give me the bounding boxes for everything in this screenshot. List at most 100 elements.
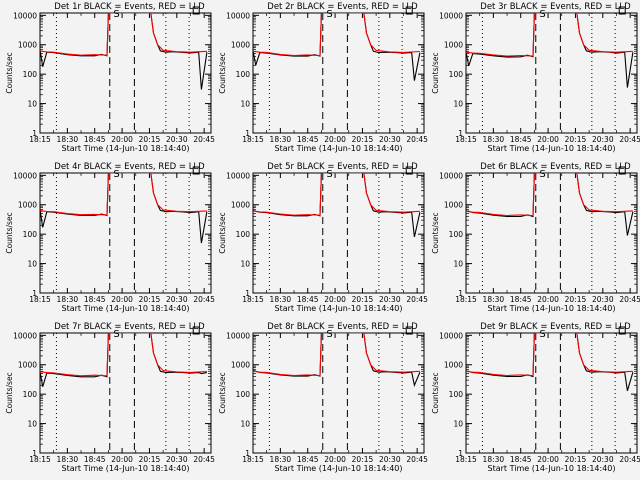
y-tick-label: 1000 bbox=[231, 201, 250, 210]
events-series-line bbox=[466, 173, 634, 236]
panel-title: Det 8r BLACK = Events, RED = LLD bbox=[267, 322, 418, 332]
attenuator-s-marker: S bbox=[326, 9, 332, 20]
events-series-line bbox=[40, 173, 208, 244]
events-series-line bbox=[253, 333, 421, 388]
x-tick-label: 20:30 bbox=[379, 455, 401, 464]
y-tick-label: 1 bbox=[245, 129, 250, 138]
x-tick-label: 20:00 bbox=[324, 135, 346, 144]
x-axis-label: Start Time (14-Jun-10 18:14:40) bbox=[275, 144, 403, 153]
x-tick-label: 20:00 bbox=[111, 455, 133, 464]
x-tick-label: 20:00 bbox=[324, 455, 346, 464]
lld-series-line bbox=[466, 173, 633, 217]
lld-series-line bbox=[253, 333, 420, 377]
x-tick-label: 20:15 bbox=[352, 295, 374, 304]
x-tick-label: 18:15 bbox=[455, 295, 477, 304]
x-tick-label: 18:30 bbox=[270, 455, 292, 464]
y-tick-label: 10 bbox=[27, 100, 37, 109]
x-tick-label: 20:45 bbox=[193, 135, 215, 144]
x-tick-label: 18:15 bbox=[455, 455, 477, 464]
x-tick-label: 18:45 bbox=[510, 135, 532, 144]
x-tick-label: 18:30 bbox=[483, 135, 505, 144]
attenuator-s-marker: S bbox=[539, 9, 545, 20]
y-tick-label: 1000 bbox=[18, 41, 37, 50]
x-tick-label: 20:30 bbox=[166, 135, 188, 144]
detector-panel: Det 1r BLACK = Events, RED = LLD Counts/s… bbox=[5, 2, 215, 153]
detector-panel: Det 8r BLACK = Events, RED = LLD Counts/s… bbox=[218, 322, 428, 473]
x-tick-label: 20:15 bbox=[352, 455, 374, 464]
x-tick-label: 18:30 bbox=[57, 455, 79, 464]
x-tick-label: 20:15 bbox=[139, 135, 161, 144]
x-tick-label: 20:00 bbox=[111, 295, 133, 304]
y-tick-label: 10000 bbox=[226, 171, 250, 180]
y-tick-label: 100 bbox=[449, 390, 464, 399]
x-tick-label: 20:30 bbox=[592, 135, 614, 144]
x-tick-label: 18:45 bbox=[84, 455, 106, 464]
panel-title: Det 1r BLACK = Events, RED = LLD bbox=[54, 2, 205, 12]
plot-frame bbox=[39, 332, 212, 454]
box-marker bbox=[405, 6, 413, 15]
plot-frame bbox=[252, 172, 425, 294]
x-tick-label: 20:45 bbox=[193, 295, 215, 304]
box-marker bbox=[192, 166, 200, 175]
attenuator-s-marker: S bbox=[326, 169, 332, 180]
events-series-line bbox=[40, 13, 208, 90]
x-tick-label: 20:15 bbox=[565, 295, 587, 304]
y-tick-label: 100 bbox=[23, 230, 38, 239]
y-axis-label: Counts/sec bbox=[5, 212, 14, 253]
y-axis-label: Counts/sec bbox=[218, 52, 227, 93]
plot-frame bbox=[465, 172, 638, 294]
y-tick-label: 10000 bbox=[439, 171, 463, 180]
y-tick-label: 10 bbox=[240, 420, 250, 429]
x-tick-label: 18:15 bbox=[455, 135, 477, 144]
x-tick-label: 20:30 bbox=[166, 455, 188, 464]
y-tick-label: 10000 bbox=[13, 171, 37, 180]
attenuator-s-marker: S bbox=[539, 329, 545, 340]
x-tick-label: 20:00 bbox=[537, 295, 559, 304]
y-tick-label: 10 bbox=[453, 420, 463, 429]
x-tick-label: 20:45 bbox=[406, 295, 428, 304]
x-tick-label: 20:45 bbox=[619, 135, 640, 144]
lld-series-line bbox=[40, 13, 207, 56]
events-series-line bbox=[253, 173, 421, 238]
y-axis-label: Counts/sec bbox=[431, 372, 440, 413]
x-tick-label: 20:45 bbox=[406, 135, 428, 144]
plot-frame bbox=[465, 12, 638, 134]
lld-series-line bbox=[253, 13, 420, 57]
lld-series-line bbox=[40, 173, 207, 216]
plot-frame bbox=[252, 12, 425, 134]
x-tick-label: 18:15 bbox=[242, 135, 264, 144]
x-tick-label: 18:15 bbox=[242, 455, 264, 464]
lld-series-line bbox=[466, 333, 633, 377]
y-tick-label: 100 bbox=[236, 230, 251, 239]
x-tick-label: 20:45 bbox=[619, 295, 640, 304]
y-tick-label: 1 bbox=[32, 289, 37, 298]
box-marker bbox=[405, 166, 413, 175]
y-tick-label: 100 bbox=[236, 70, 251, 79]
y-tick-label: 10 bbox=[453, 100, 463, 109]
x-axis-label: Start Time (14-Jun-10 18:14:40) bbox=[488, 464, 616, 473]
plot-frame bbox=[252, 332, 425, 454]
y-axis-label: Counts/sec bbox=[431, 52, 440, 93]
x-axis-label: Start Time (14-Jun-10 18:14:40) bbox=[275, 464, 403, 473]
y-tick-label: 100 bbox=[23, 390, 38, 399]
x-tick-label: 20:45 bbox=[619, 455, 640, 464]
box-marker bbox=[192, 6, 200, 15]
x-tick-label: 20:00 bbox=[537, 135, 559, 144]
y-tick-label: 1 bbox=[458, 289, 463, 298]
plot-frame bbox=[39, 12, 212, 134]
y-tick-label: 1000 bbox=[18, 361, 37, 370]
y-axis-label: Counts/sec bbox=[5, 372, 14, 413]
x-axis-label: Start Time (14-Jun-10 18:14:40) bbox=[62, 304, 190, 313]
x-axis-label: Start Time (14-Jun-10 18:14:40) bbox=[62, 144, 190, 153]
x-tick-label: 20:30 bbox=[379, 295, 401, 304]
x-tick-label: 18:45 bbox=[297, 295, 319, 304]
x-axis-label: Start Time (14-Jun-10 18:14:40) bbox=[275, 304, 403, 313]
panel-title: Det 3r BLACK = Events, RED = LLD bbox=[480, 2, 631, 12]
y-tick-label: 10 bbox=[27, 260, 37, 269]
attenuator-s-marker: S bbox=[113, 329, 119, 340]
x-tick-label: 18:45 bbox=[84, 135, 106, 144]
x-axis-label: Start Time (14-Jun-10 18:14:40) bbox=[488, 144, 616, 153]
panel-title: Det 5r BLACK = Events, RED = LLD bbox=[267, 162, 418, 172]
y-tick-label: 1000 bbox=[444, 361, 463, 370]
x-tick-label: 18:45 bbox=[297, 135, 319, 144]
